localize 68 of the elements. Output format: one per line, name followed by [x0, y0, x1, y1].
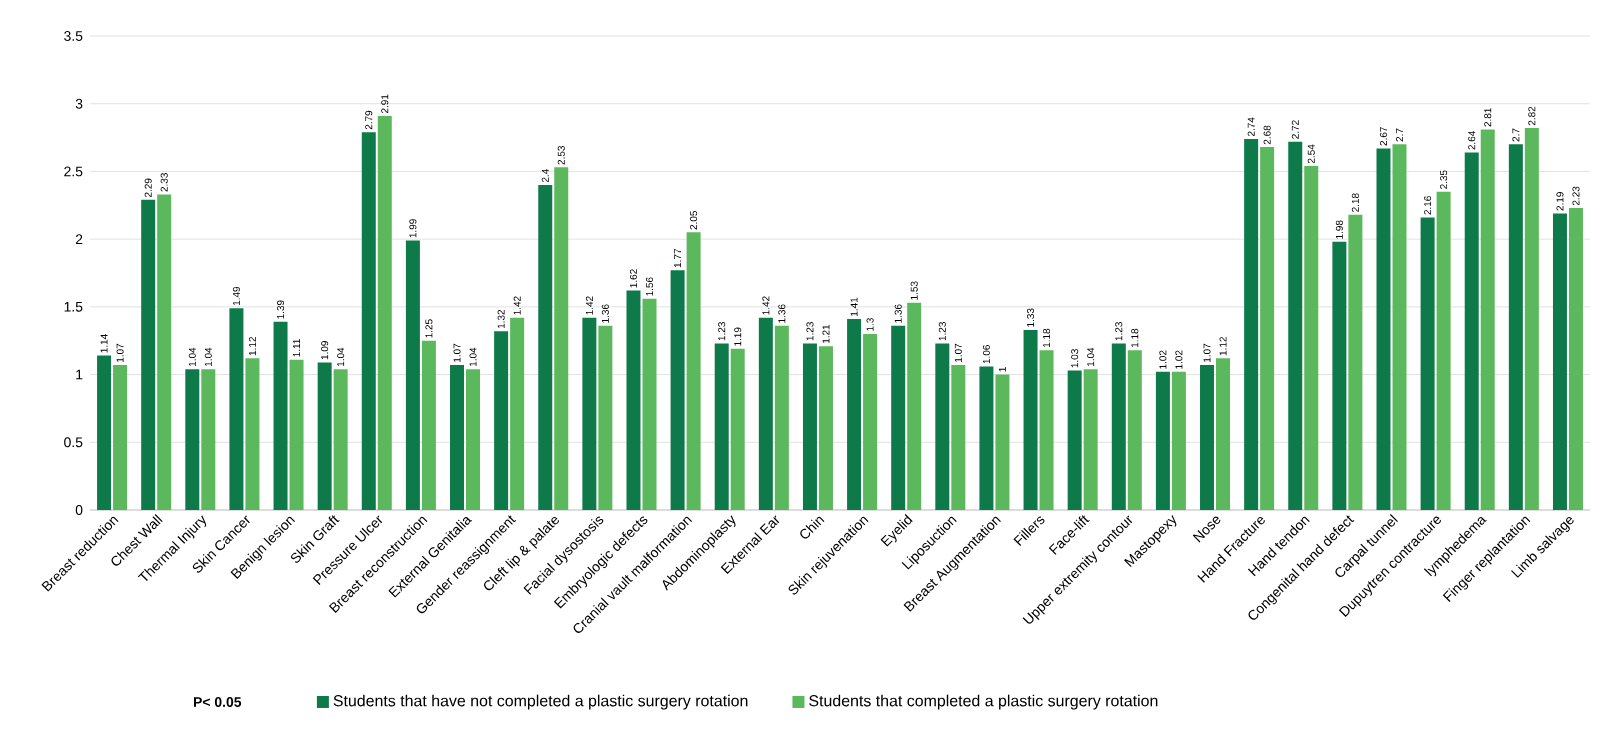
bar — [1288, 141, 1303, 510]
bar — [377, 115, 392, 510]
bar — [1508, 144, 1523, 510]
bar — [1200, 365, 1215, 510]
bar — [642, 298, 657, 510]
bar — [1244, 138, 1259, 510]
bar — [626, 290, 641, 510]
bar — [510, 317, 525, 510]
bar — [494, 331, 509, 510]
bar — [758, 317, 773, 510]
bar — [450, 365, 465, 510]
bar — [1083, 369, 1098, 510]
bar — [1436, 191, 1451, 510]
bar — [598, 325, 613, 510]
bar — [818, 346, 833, 510]
bar — [333, 369, 348, 510]
bar — [1332, 241, 1347, 510]
bar — [421, 340, 436, 510]
bar — [670, 270, 685, 510]
bar — [802, 343, 817, 510]
bar — [1420, 217, 1435, 510]
bar — [466, 369, 481, 510]
bar — [907, 302, 922, 510]
bar — [1260, 147, 1275, 510]
bar — [289, 359, 304, 510]
bar — [361, 132, 376, 510]
bar — [1216, 358, 1231, 510]
bar — [951, 365, 966, 510]
bar — [1023, 329, 1038, 510]
bar — [979, 366, 994, 510]
bar — [273, 321, 288, 510]
bar — [1067, 370, 1082, 510]
bar — [582, 317, 597, 510]
bar — [97, 355, 112, 510]
bar — [935, 343, 950, 510]
bar — [891, 325, 906, 510]
bar — [229, 308, 244, 510]
bar — [554, 167, 569, 510]
bar — [1348, 214, 1363, 510]
bar — [1304, 166, 1319, 510]
bar — [774, 325, 789, 510]
bar — [863, 333, 878, 510]
bar — [113, 365, 128, 510]
bar — [201, 369, 216, 510]
bar — [141, 199, 156, 510]
bar — [538, 184, 553, 510]
bar — [1376, 148, 1391, 510]
bar — [185, 369, 200, 510]
bar — [1171, 371, 1186, 510]
bar — [1392, 144, 1407, 510]
bar — [1127, 350, 1142, 510]
bar — [730, 348, 745, 510]
bar — [157, 194, 172, 510]
bar — [405, 240, 420, 510]
bar — [1524, 128, 1539, 510]
bar — [686, 232, 701, 510]
bar — [1155, 371, 1170, 510]
bar — [995, 374, 1010, 510]
bar — [1111, 343, 1126, 510]
bar — [714, 343, 729, 510]
bar — [1480, 129, 1495, 510]
bar — [847, 319, 862, 510]
bar — [1568, 207, 1583, 510]
bar — [245, 358, 260, 510]
bar — [1039, 350, 1054, 510]
bar — [1552, 213, 1567, 510]
bar — [1464, 152, 1479, 510]
bar — [317, 362, 332, 510]
